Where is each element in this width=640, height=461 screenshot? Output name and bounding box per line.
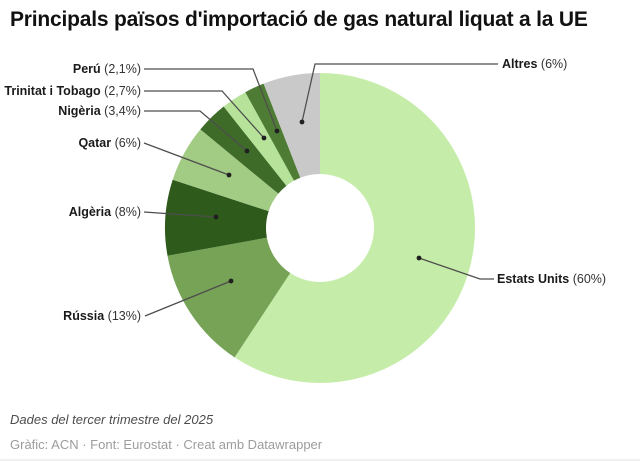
pie-slice-altres[interactable] xyxy=(263,73,320,178)
connector-line-estats-units xyxy=(418,257,494,280)
label-country-name: Altres xyxy=(502,57,538,71)
label-country-name: Qatar xyxy=(78,136,112,150)
connector-dot-algeria xyxy=(213,214,219,220)
pie-slice-russia[interactable] xyxy=(167,237,291,358)
pie-slice-nigeria[interactable] xyxy=(200,106,287,194)
pie-slice-peru[interactable] xyxy=(245,83,301,181)
connector-line-qatar xyxy=(143,142,230,176)
label-country-name: Perú xyxy=(72,62,101,76)
connector-line-peru xyxy=(144,68,278,132)
connector-dot-russia xyxy=(228,278,234,284)
slice-label-qatar: Qatar (6%) xyxy=(0,135,141,152)
slice-label-algeria: Algèria (8%) xyxy=(0,204,141,221)
connector-dot-nigeria xyxy=(244,148,250,154)
pie-slice-qatar[interactable] xyxy=(172,129,279,212)
label-percent: (3,4%) xyxy=(104,104,141,118)
pie-slice-trinitat-i-tobago[interactable] xyxy=(223,92,294,186)
connector-dot-peru xyxy=(274,128,280,134)
label-country-name: Nigèria xyxy=(58,104,101,118)
connector-line-nigeria xyxy=(144,110,248,152)
chart-title: Principals països d'importació de gas na… xyxy=(10,8,588,31)
pie-slice-estats-units[interactable] xyxy=(234,73,475,383)
connector-dot-altres xyxy=(299,119,305,125)
label-percent: (2,7%) xyxy=(104,84,141,98)
slice-label-altres: Altres (6%) xyxy=(502,56,567,73)
connector-dot-estats-units xyxy=(416,255,422,261)
connector-dot-trinitat-i-tobago xyxy=(261,135,267,141)
label-country-name: Rússia xyxy=(63,309,105,323)
label-percent: (6%) xyxy=(114,136,141,150)
label-percent: (8%) xyxy=(114,205,141,219)
connector-line-algeria xyxy=(143,211,217,218)
label-country-name: Algèria xyxy=(68,205,112,219)
connector-line-trinitat-i-tobago xyxy=(144,90,265,139)
slice-label-nigeria: Nigèria (3,4%) xyxy=(0,103,141,120)
chart-notes: Dades del tercer trimestre del 2025 xyxy=(10,412,214,427)
slice-label-estats-units: Estats Units (60%) xyxy=(497,271,606,288)
label-percent: (13%) xyxy=(107,309,141,323)
chart-byline: Gràfic: ACN · Font: Eurostat · Creat amb… xyxy=(10,437,323,452)
connector-line-altres xyxy=(301,63,498,123)
label-percent: (60%) xyxy=(572,272,607,286)
connector-dot-qatar xyxy=(226,172,232,178)
label-country-name: Estats Units xyxy=(497,272,570,286)
slice-label-trinitat-i-tobago: Trinitat i Tobago (2,7%) xyxy=(0,83,141,100)
label-percent: (6%) xyxy=(540,57,568,71)
slice-label-russia: Rússia (13%) xyxy=(0,308,141,325)
label-percent: (2,1%) xyxy=(104,62,141,76)
label-country-name: Trinitat i Tobago xyxy=(4,84,101,98)
slice-label-peru: Perú (2,1%) xyxy=(0,61,141,78)
connector-line-russia xyxy=(144,280,232,317)
